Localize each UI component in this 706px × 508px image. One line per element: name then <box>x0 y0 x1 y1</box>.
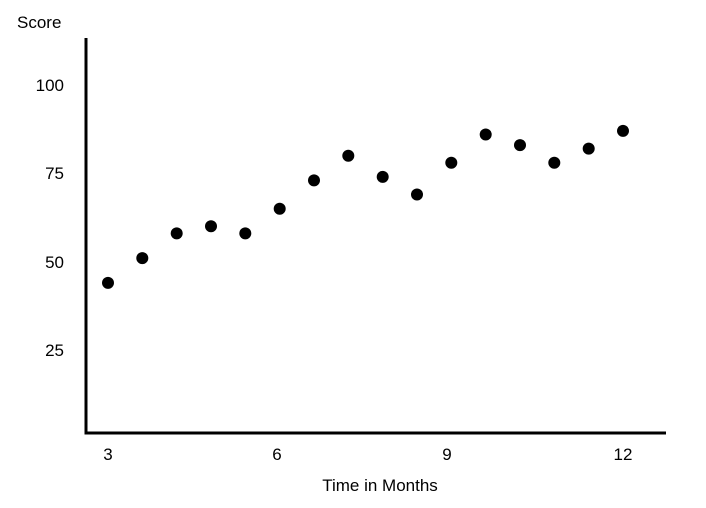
x-tick-label: 9 <box>442 445 451 464</box>
x-axis-title: Time in Months <box>322 476 438 495</box>
data-point <box>376 170 389 183</box>
data-point <box>102 276 114 289</box>
data-point <box>205 220 217 233</box>
axes <box>84 38 666 435</box>
x-tick-labels: 3 6 9 12 <box>103 445 632 464</box>
data-points <box>102 124 629 289</box>
data-point <box>479 128 492 141</box>
x-tick-label: 6 <box>272 445 281 464</box>
x-tick-label: 12 <box>614 445 633 464</box>
data-point <box>445 156 458 169</box>
data-point <box>136 252 149 265</box>
y-tick-label: 25 <box>45 341 64 360</box>
data-point <box>239 227 252 240</box>
data-point <box>411 188 423 201</box>
data-point <box>308 174 320 187</box>
x-tick-label: 3 <box>103 445 112 464</box>
y-axis-title: Score <box>17 13 61 32</box>
data-point <box>342 149 355 162</box>
data-point <box>582 142 595 155</box>
data-point <box>617 124 629 137</box>
data-point <box>548 156 561 169</box>
data-point <box>514 139 526 152</box>
y-tick-label: 100 <box>36 76 64 95</box>
data-point <box>170 227 183 240</box>
y-tick-label: 50 <box>45 253 64 272</box>
y-tick-label: 75 <box>45 164 64 183</box>
data-point <box>273 202 286 215</box>
y-tick-labels: 25 50 75 100 <box>36 76 64 360</box>
